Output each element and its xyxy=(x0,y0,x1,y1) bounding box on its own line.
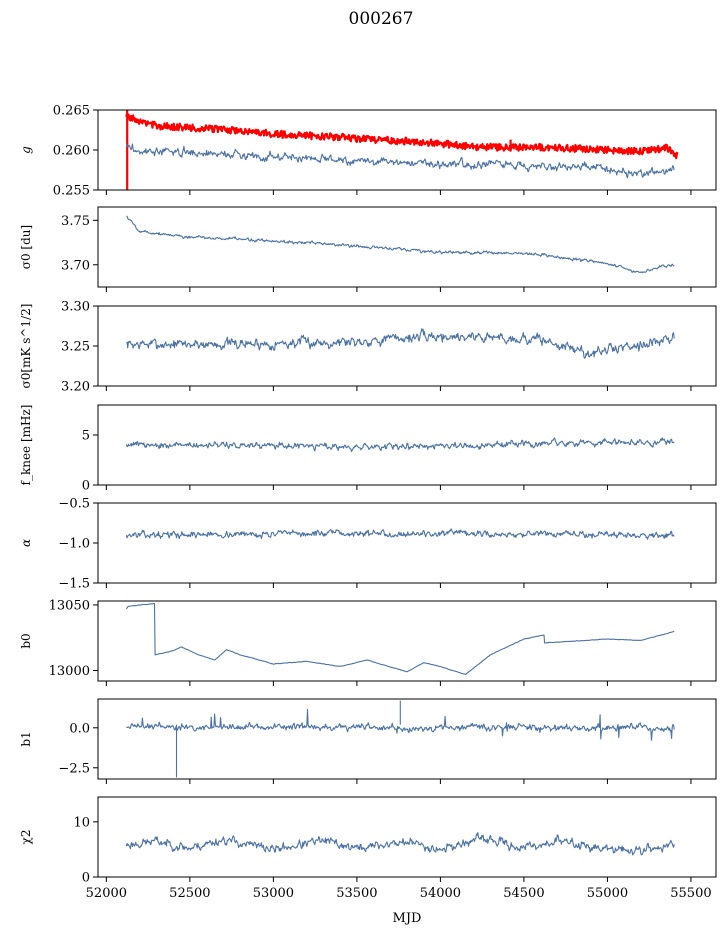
y-tick-label: −0.5 xyxy=(58,497,90,512)
y-tick-label: 13000 xyxy=(49,664,90,679)
axes-frame xyxy=(97,600,717,682)
series-line-b0 xyxy=(125,603,675,675)
y-tick-label: 0 xyxy=(82,479,90,494)
y-tick-label: 3.75 xyxy=(61,214,90,229)
x-tick-label: 54500 xyxy=(503,886,544,901)
series-line-g xyxy=(125,143,675,179)
panel-sigma0_mks: 3.20 3.25 3.30 σ0[mK s^1/2] xyxy=(19,300,717,395)
y-tick-label: −1.5 xyxy=(58,577,90,592)
axes-frame xyxy=(97,796,717,878)
y-tick-label: −2.5 xyxy=(58,761,90,776)
panel-b1: −2.5 0.0 b1 xyxy=(19,698,717,784)
y-tick-label: 3.20 xyxy=(61,380,90,395)
series-line-alpha xyxy=(125,528,675,540)
y-axis-label: χ2 xyxy=(19,830,33,845)
panel-g: 0.255 0.260 0.265 g xyxy=(19,104,717,199)
y-axis-label: f_knee [mHz] xyxy=(19,405,33,486)
x-tick-label: 53000 xyxy=(253,886,294,901)
y-tick-label: 10 xyxy=(73,815,90,830)
y-axis-label: σ0[mK s^1/2] xyxy=(19,304,33,389)
x-tick-label: 52500 xyxy=(169,886,210,901)
x-tick-label: 54000 xyxy=(420,886,461,901)
y-tick-label: 0.255 xyxy=(53,184,90,199)
series-line-fknee xyxy=(125,437,675,453)
panel-sigma0_du: 3.70 3.75 σ0 [du] xyxy=(19,206,717,292)
panel-fknee: 0 5 f_knee [mHz] xyxy=(19,404,717,494)
axes-frame xyxy=(97,698,717,780)
y-tick-label: −1.0 xyxy=(58,537,90,552)
y-axis-label: g xyxy=(19,146,33,154)
panel-chi2: 0 10 52000 52500 53000 53500 54000 54500 55000 55… xyxy=(19,796,717,901)
axes-frame xyxy=(97,404,717,486)
y-tick-label: 3.25 xyxy=(61,340,90,355)
series-line-b1 xyxy=(126,700,675,778)
x-tick-label: 53500 xyxy=(336,886,377,901)
y-axis-label: b0 xyxy=(19,633,33,648)
y-tick-label: 0.0 xyxy=(69,721,90,736)
y-tick-label: 0 xyxy=(82,871,90,886)
x-tick-label: 55500 xyxy=(670,886,711,901)
x-tick-label: 52000 xyxy=(86,886,127,901)
y-axis-label: σ0 [du] xyxy=(19,225,33,269)
x-tick-label: 55000 xyxy=(587,886,628,901)
y-axis-label: b1 xyxy=(19,731,33,746)
axes-frame xyxy=(97,502,717,584)
y-tick-label: 13050 xyxy=(49,598,90,613)
panel-b0: 13000 13050 b0 xyxy=(19,598,717,686)
y-axis-label: α xyxy=(19,539,33,547)
y-tick-label: 3.70 xyxy=(61,258,90,273)
figure-title: 000267 xyxy=(349,9,414,29)
series-line-sigma0_mks xyxy=(125,328,675,359)
series-line-chi2 xyxy=(125,831,675,856)
series-line-g_red xyxy=(125,110,679,190)
y-tick-label: 0.265 xyxy=(53,104,90,119)
y-tick-label: 0.260 xyxy=(53,144,90,159)
panel-alpha: −1.5 −1.0 −0.5 α xyxy=(19,497,717,592)
x-axis-label: MJD xyxy=(393,911,422,926)
y-tick-label: 5 xyxy=(82,429,90,444)
y-tick-label: 3.30 xyxy=(61,300,90,315)
series-line-sigma0_du xyxy=(126,215,675,274)
axes-frame xyxy=(97,206,717,288)
